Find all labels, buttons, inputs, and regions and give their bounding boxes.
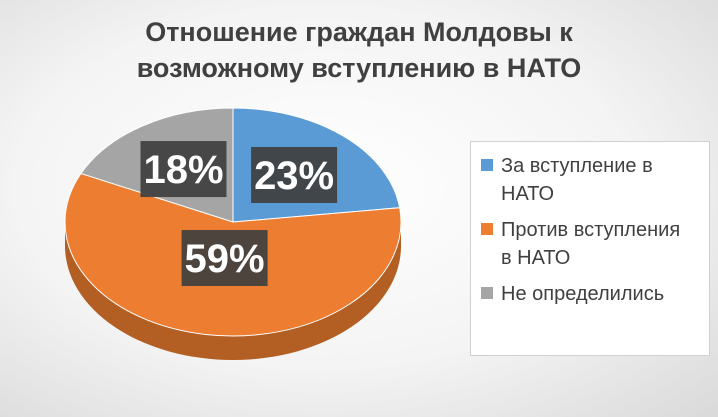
- legend-label-against-line-1: Против вступления: [501, 219, 681, 241]
- legend-item-against: Против вступления в НАТО: [481, 216, 701, 272]
- legend-label-undecided-line-1: Не определились: [501, 283, 665, 305]
- data-label-for: 23%: [251, 146, 338, 203]
- legend-swatch-against: [481, 223, 493, 235]
- data-label-against: 59%: [181, 230, 268, 287]
- legend-label-against-line-2: в НАТО: [501, 247, 571, 269]
- legend-label-for-line-2: НАТО: [501, 183, 555, 205]
- data-label-box-for: [251, 146, 338, 203]
- data-label-text-undecided: 18%: [143, 148, 223, 192]
- legend: За вступление в НАТО Против вступления в…: [470, 141, 710, 356]
- data-label-box-undecided: [140, 141, 227, 198]
- data-label-text-against: 59%: [185, 237, 265, 281]
- legend-label-against: Против вступления в НАТО: [501, 216, 680, 272]
- chart-title: Отношение граждан Молдовы к возможному в…: [0, 14, 718, 86]
- legend-swatch-for: [481, 159, 493, 171]
- data-label-text-for: 23%: [254, 154, 334, 198]
- legend-label-undecided: Не определились: [501, 280, 664, 308]
- chart-title-line-1: Отношение граждан Молдовы к: [145, 17, 573, 47]
- legend-item-undecided: Не определились: [481, 280, 701, 308]
- legend-label-for: За вступление в НАТО: [501, 152, 653, 208]
- pie-side-against: [65, 222, 401, 360]
- legend-label-for-line-1: За вступление в: [501, 155, 653, 177]
- chart-title-line-2: возможному вступлению в НАТО: [136, 53, 582, 83]
- legend-swatch-undecided: [481, 287, 493, 299]
- legend-item-for: За вступление в НАТО: [481, 152, 701, 208]
- data-label-box-against: [181, 230, 268, 287]
- data-label-undecided: 18%: [140, 141, 227, 198]
